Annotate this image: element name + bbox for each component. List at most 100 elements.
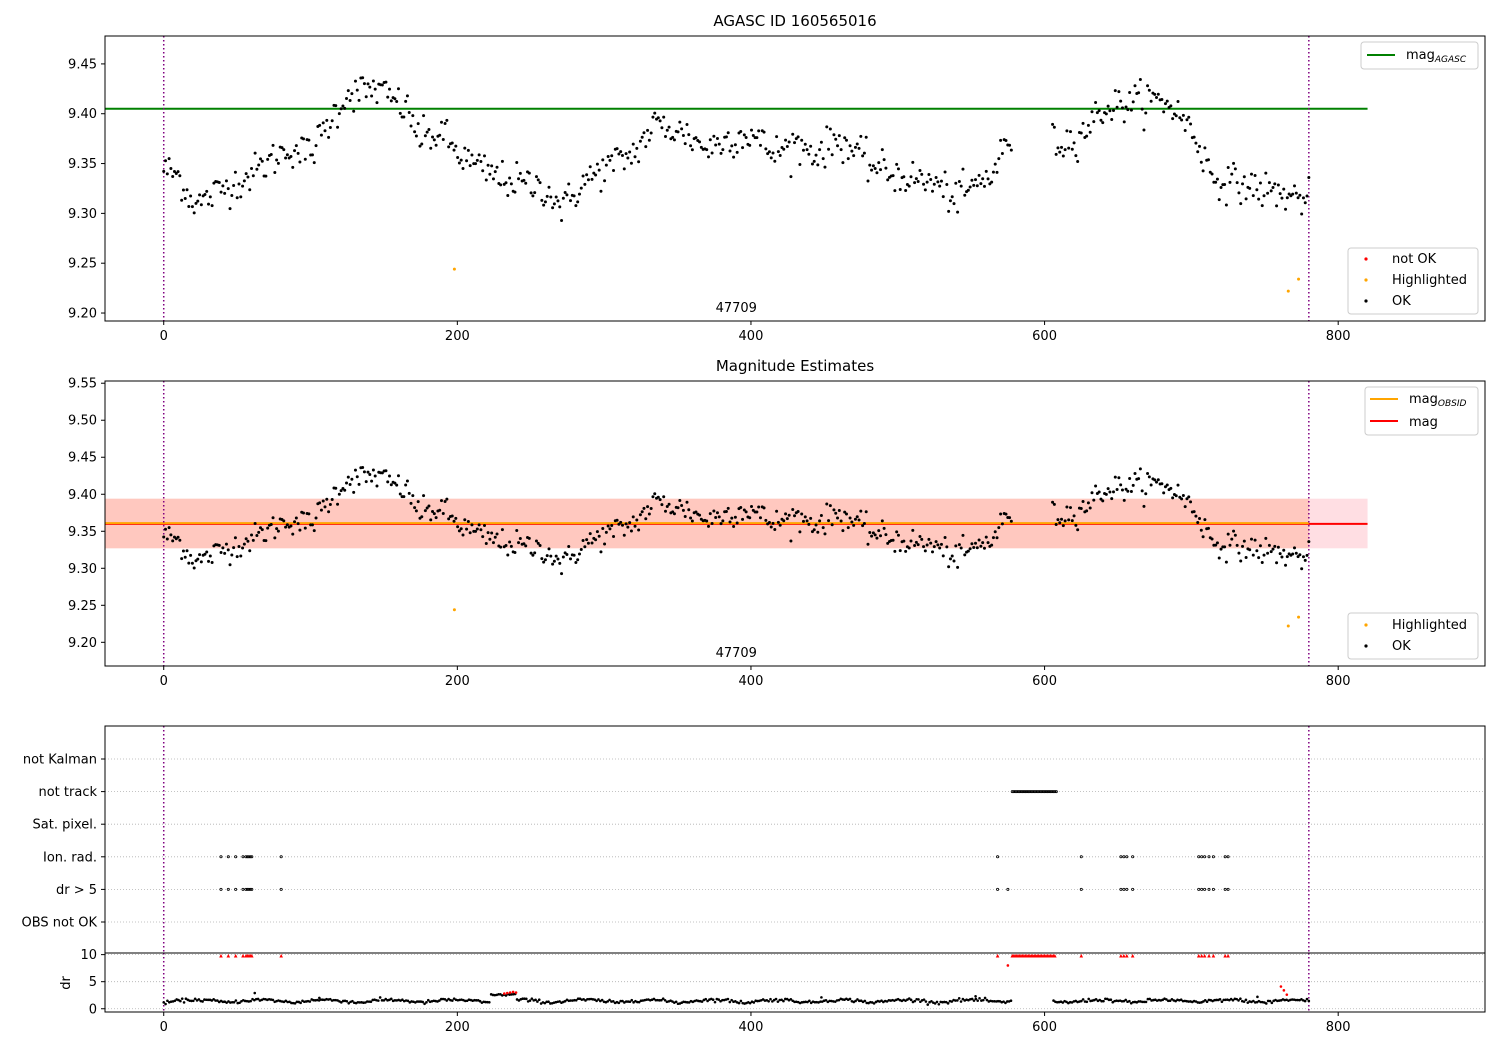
magnitude-point-ok: [486, 531, 490, 535]
agasc-point-ok: [529, 191, 533, 195]
agasc-point-ok: [651, 115, 655, 119]
magnitude-point-ok: [1090, 491, 1094, 495]
magnitude-point-ok: [834, 511, 838, 515]
agasc-point-ok: [1060, 145, 1064, 149]
agasc-point-ok: [999, 138, 1003, 142]
dr-clipped-marker: [1130, 953, 1135, 958]
magnitude-point-ok: [708, 512, 712, 516]
agasc-point-ok: [443, 122, 447, 126]
magnitude-point-ok: [916, 543, 920, 547]
magnitude-point-ok: [925, 543, 929, 547]
magnitude-point-ok: [533, 551, 537, 555]
agasc-legend-highlighted-marker: [1364, 278, 1368, 282]
dr-clipped-marker: [279, 953, 283, 958]
magnitude-point-ok: [518, 537, 522, 541]
magnitude-legend-highlighted-label: Highlighted: [1392, 618, 1467, 633]
agasc-point-ok: [1241, 182, 1245, 186]
magnitude-point-ok: [936, 543, 940, 547]
agasc-legend-mag-agasc-label: magAGASC: [1406, 48, 1467, 65]
agasc-point-ok: [1262, 194, 1266, 198]
magnitude-point-ok: [321, 499, 325, 503]
magnitude-point-ok: [370, 479, 374, 483]
magnitude-point-ok: [1054, 522, 1058, 526]
agasc-point-ok: [1237, 191, 1241, 195]
agasc-point-ok: [785, 145, 789, 149]
agasc-point-ok: [244, 172, 248, 176]
agasc-point-ok: [1065, 129, 1069, 133]
dr-point: [663, 998, 667, 1002]
agasc-point-ok: [880, 148, 884, 152]
flags-marker: [1029, 790, 1033, 794]
flags-marker: [1051, 790, 1055, 794]
magnitude-point-ok: [271, 516, 275, 520]
magnitude-point-ok: [398, 492, 402, 496]
agasc-point-ok: [828, 127, 832, 131]
agasc-point-ok: [1253, 174, 1257, 178]
agasc-point-ok: [500, 159, 504, 163]
magnitude-point-ok: [427, 504, 431, 508]
agasc-point-ok: [1000, 152, 1004, 156]
agasc-legend-lower: not OK Highlighted OK: [1347, 247, 1479, 315]
agasc-point-ok: [353, 79, 357, 83]
dr-point: [378, 996, 382, 999]
dr-point: [833, 1000, 837, 1003]
agasc-point-ok: [1294, 191, 1298, 195]
magnitude-point-ok: [165, 537, 169, 541]
agasc-point-ok: [816, 163, 820, 167]
agasc-point-ok: [189, 194, 193, 198]
flags-marker: [1079, 887, 1083, 891]
magnitude-point-ok: [597, 534, 601, 538]
magnitude-point-ok: [689, 516, 693, 520]
agasc-point-ok: [1163, 102, 1167, 106]
magnitude-point-ok: [726, 506, 730, 510]
agasc-point-ok: [789, 175, 793, 179]
magnitude-point-ok: [1230, 537, 1234, 541]
agasc-point-ok: [228, 207, 232, 211]
flags-marker: [1200, 855, 1204, 859]
magnitude-point-ok: [396, 474, 400, 478]
agasc-point-ok: [509, 182, 513, 186]
dr-point: [582, 997, 585, 1001]
magnitude-point-ok: [672, 512, 676, 516]
dr-point: [1170, 997, 1174, 1001]
magnitude-point-ok: [1120, 488, 1124, 492]
flags-marker: [1197, 855, 1201, 859]
agasc-point-ok: [1144, 111, 1148, 115]
magnitude-point-ok: [323, 505, 327, 509]
dr-point: [256, 997, 260, 1001]
magnitude-point-ok: [416, 500, 420, 504]
dr-point: [974, 995, 977, 998]
agasc-point-ok: [947, 209, 951, 213]
magnitude-point-ok: [404, 483, 408, 487]
agasc-point-ok: [561, 196, 565, 200]
agasc-point-ok: [681, 133, 685, 137]
magnitude-point-ok: [776, 520, 780, 524]
magnitude-point-ok: [409, 501, 413, 505]
magnitude-point-ok: [1219, 547, 1223, 551]
agasc-legend-ok-marker: [1364, 299, 1368, 303]
agasc-xtick-label: 600: [1032, 329, 1057, 344]
dr-point: [443, 997, 447, 1001]
agasc-point-ok: [470, 153, 474, 157]
magnitude-point-ok: [721, 519, 725, 523]
magnitude-point-ok: [638, 513, 642, 517]
magnitude-point-ok: [242, 542, 246, 546]
dr-point: [358, 1001, 362, 1004]
agasc-point-ok: [683, 142, 687, 146]
agasc-point-ok: [836, 144, 840, 148]
dr-point-red: [1279, 985, 1283, 988]
magnitude-point-ok: [880, 519, 884, 523]
magnitude-point-ok: [361, 466, 365, 470]
agasc-point-ok: [595, 162, 599, 166]
agasc-point-ok: [629, 161, 633, 165]
dr-point: [193, 997, 197, 1001]
flags-marker: [1006, 887, 1010, 891]
magnitude-point-ok: [1262, 553, 1266, 557]
magnitude-point-ok: [190, 561, 194, 565]
agasc-point-ok: [733, 143, 737, 147]
agasc-point-ok: [1138, 77, 1142, 81]
agasc-point-ok: [208, 195, 212, 199]
